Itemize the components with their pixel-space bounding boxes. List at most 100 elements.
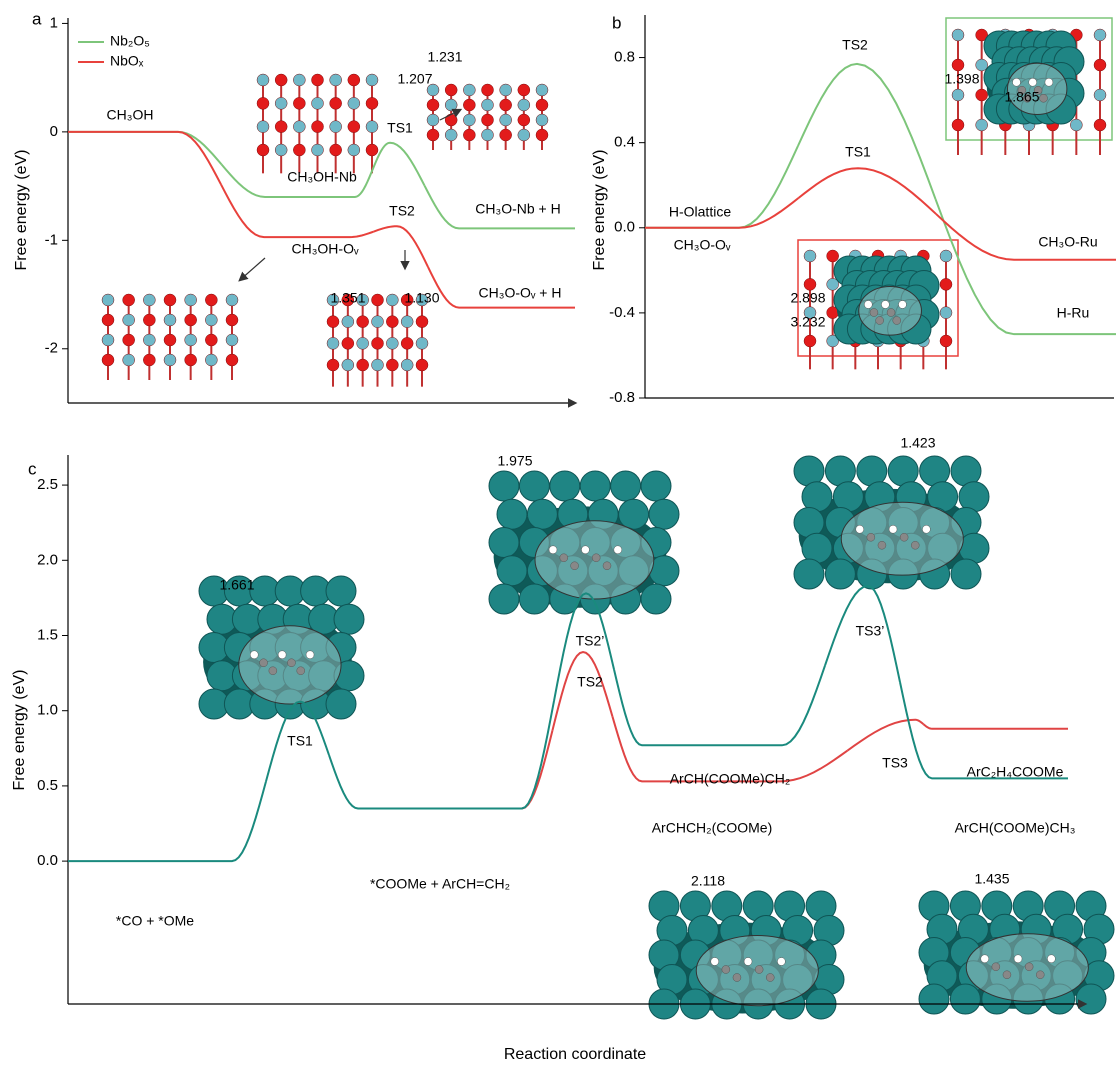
atom [976, 89, 988, 101]
state-label: CH₃OH [107, 107, 154, 123]
atom [226, 294, 238, 306]
atom [1036, 971, 1044, 979]
atom [386, 337, 398, 349]
state-label: TS1 [387, 120, 413, 136]
energy-level [798, 64, 936, 199]
atom [603, 562, 611, 570]
atom [330, 97, 342, 109]
atom [500, 99, 512, 111]
atom [878, 541, 886, 549]
atom [952, 59, 964, 71]
atom [445, 84, 457, 96]
atom [348, 74, 360, 86]
state-label: TS1 [287, 733, 313, 749]
atom [952, 89, 964, 101]
atom [887, 309, 895, 317]
atom [518, 84, 530, 96]
atom [205, 314, 217, 326]
atom [1045, 78, 1053, 86]
state-label: CH₃O-Oᵥ + H [479, 285, 562, 301]
atom [536, 84, 548, 96]
atom [205, 334, 217, 346]
sphere [489, 584, 519, 614]
sphere [489, 471, 519, 501]
energy-level [374, 226, 429, 267]
state-label: ArCHCH₂(COOMe) [652, 820, 773, 836]
y-tick-label: -0.8 [609, 389, 635, 406]
y-tick-label: -2 [45, 340, 58, 357]
atom [348, 121, 360, 133]
atom [123, 294, 135, 306]
energy-level [68, 781, 266, 861]
sphere [1076, 984, 1106, 1014]
atom [327, 316, 339, 328]
sphere [326, 689, 356, 719]
atom [185, 314, 197, 326]
atom [416, 337, 428, 349]
atom [185, 334, 197, 346]
atom [864, 301, 872, 309]
atom [911, 541, 919, 549]
atom [1040, 94, 1048, 102]
atom [372, 337, 384, 349]
atom [445, 99, 457, 111]
atom [940, 250, 952, 262]
atom [293, 144, 305, 156]
atom [777, 958, 785, 966]
atom [416, 316, 428, 328]
atom [185, 294, 197, 306]
bond-length: 1.231 [427, 49, 462, 65]
atom [560, 554, 568, 562]
atom [297, 667, 305, 675]
atom [755, 966, 763, 974]
y-axis-label: Free energy (eV) [591, 150, 608, 271]
atom [500, 114, 512, 126]
atom [1094, 29, 1106, 41]
atom [164, 294, 176, 306]
atom [870, 309, 878, 317]
atom [205, 354, 217, 366]
atom [482, 84, 494, 96]
atom [992, 963, 1000, 971]
atom [278, 651, 286, 659]
energy-level [221, 184, 374, 237]
state-label: TS2 [577, 674, 603, 690]
atom [102, 294, 114, 306]
atom [1025, 963, 1033, 971]
atom [427, 129, 439, 141]
sphere [550, 471, 580, 501]
atom [164, 334, 176, 346]
atom [482, 129, 494, 141]
state-label: *CO + *OMe [116, 913, 194, 929]
state-label: TS3 [882, 755, 908, 771]
atom [1047, 955, 1055, 963]
atom [876, 317, 884, 325]
atom [1029, 78, 1037, 86]
sphere [649, 499, 679, 529]
atom [445, 114, 457, 126]
sphere [619, 499, 649, 529]
atom [482, 99, 494, 111]
atom [867, 533, 875, 541]
atom [889, 525, 897, 533]
y-tick-label: 0.4 [614, 134, 635, 151]
state-label: TS2 [389, 203, 415, 219]
atom [536, 99, 548, 111]
atom [312, 121, 324, 133]
atom [1094, 119, 1106, 131]
atom [275, 74, 287, 86]
atom [372, 359, 384, 371]
atom [952, 29, 964, 41]
atom [804, 250, 816, 262]
y-tick-label: -1 [45, 231, 58, 248]
atom [1070, 119, 1082, 131]
y-tick-label: 1 [50, 14, 58, 31]
y-tick-label: 1.0 [37, 702, 58, 719]
atom [226, 334, 238, 346]
atom [342, 316, 354, 328]
sphere [497, 499, 527, 529]
bond-length: 2.118 [691, 873, 725, 889]
panel-label: c [28, 459, 37, 478]
atom [1014, 955, 1022, 963]
bond-length: 2.898 [790, 290, 825, 306]
